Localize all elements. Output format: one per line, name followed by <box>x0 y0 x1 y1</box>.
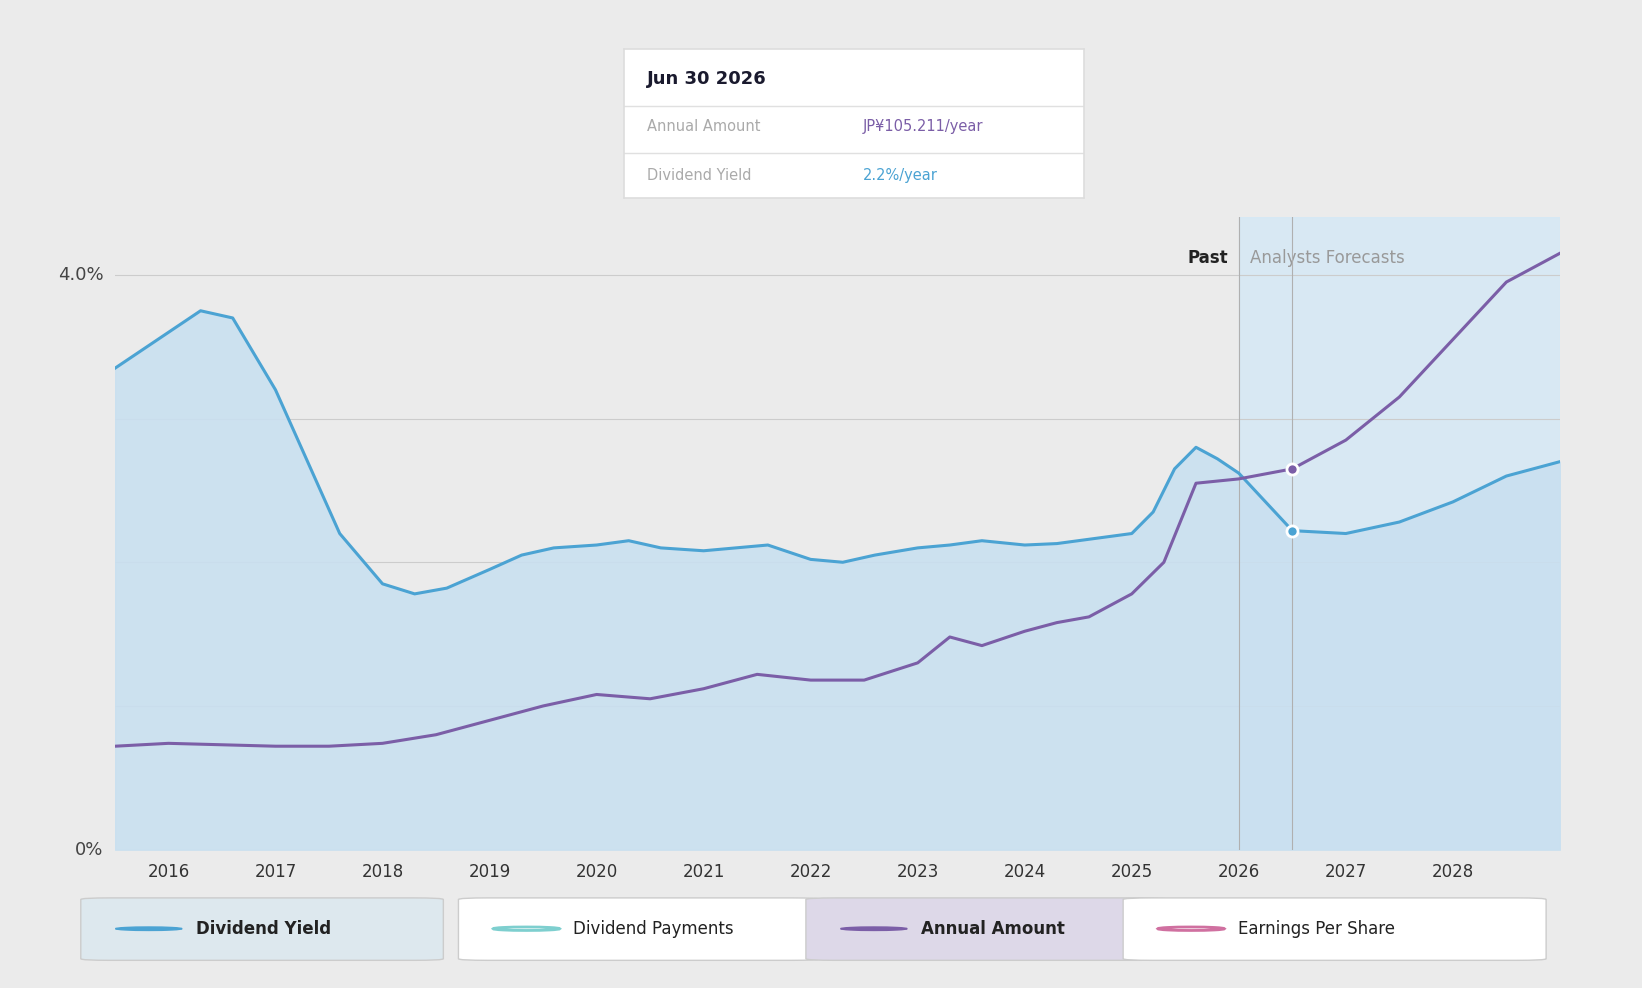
FancyBboxPatch shape <box>80 898 443 960</box>
Circle shape <box>841 927 906 931</box>
FancyBboxPatch shape <box>1123 898 1547 960</box>
Text: Annual Amount: Annual Amount <box>921 920 1064 938</box>
Text: Analysts Forecasts: Analysts Forecasts <box>1250 249 1404 267</box>
Bar <box>1238 217 1560 850</box>
Text: Earnings Per Share: Earnings Per Share <box>1238 920 1396 938</box>
Text: 0%: 0% <box>76 841 103 859</box>
Text: Dividend Yield: Dividend Yield <box>195 920 330 938</box>
Circle shape <box>115 927 182 931</box>
FancyBboxPatch shape <box>806 898 1169 960</box>
Text: Dividend Payments: Dividend Payments <box>573 920 734 938</box>
FancyBboxPatch shape <box>458 898 821 960</box>
Text: Dividend Yield: Dividend Yield <box>647 168 752 183</box>
Text: 2.2%/year: 2.2%/year <box>864 168 938 183</box>
Text: 4.0%: 4.0% <box>57 266 103 284</box>
Text: JP¥105.211/year: JP¥105.211/year <box>864 119 984 134</box>
Text: Past: Past <box>1187 249 1228 267</box>
Text: Jun 30 2026: Jun 30 2026 <box>647 70 767 88</box>
Text: Annual Amount: Annual Amount <box>647 119 760 134</box>
